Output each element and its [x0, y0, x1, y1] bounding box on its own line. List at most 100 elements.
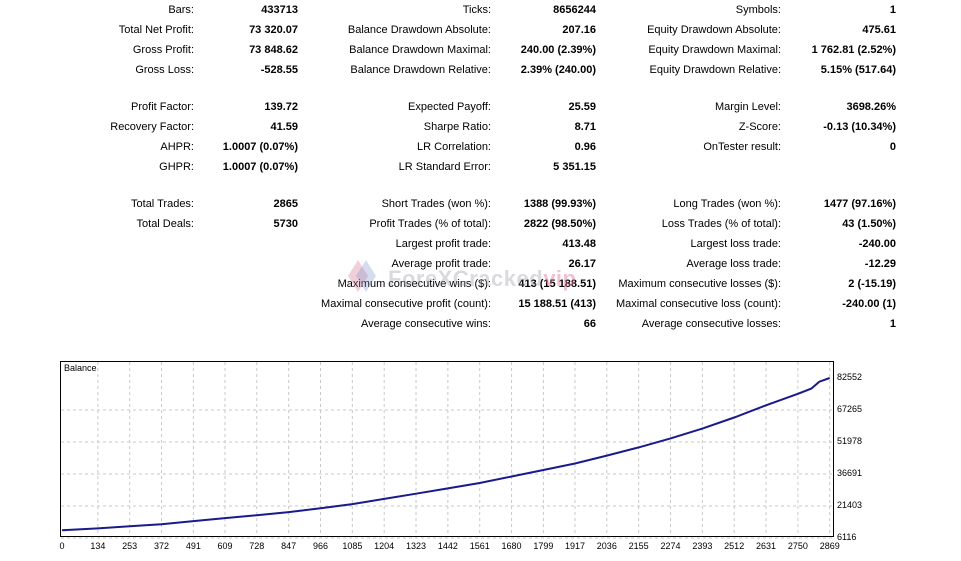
average-profit-trade-label: Average profit trade: — [391, 258, 491, 270]
y-tick-label: 21403 — [837, 500, 863, 510]
long-trades-won-value: 1477 (97.16%) — [823, 198, 896, 210]
average-loss-trade-label: Average loss trade: — [686, 258, 781, 270]
gross-loss-label: Gross Loss: — [135, 64, 194, 76]
x-tick-label: 2512 — [724, 541, 745, 551]
x-tick-label: 372 — [154, 541, 170, 551]
balance-drawdown-relative-value: 2.39% (240.00) — [520, 64, 596, 76]
y-tick-label: 51978 — [837, 435, 863, 446]
ticks-label: Ticks: — [462, 4, 491, 16]
z-score-value: -0.13 (10.34%) — [823, 121, 896, 133]
profit-trades-of-total-value: 2822 (98.50%) — [523, 218, 596, 230]
average-consecutive-wins-value: 66 — [583, 318, 596, 330]
average-loss-trade-value: -12.29 — [864, 258, 896, 270]
expected-payoff-value: 25.59 — [568, 101, 596, 113]
profit-factor-label: Profit Factor: — [131, 101, 194, 113]
total-deals-value: 5730 — [273, 218, 298, 230]
x-tick-label: 847 — [281, 541, 297, 551]
symbols-value: 1 — [889, 4, 896, 16]
z-score-label: Z-Score: — [738, 121, 781, 133]
largest-loss-trade-value: -240.00 — [858, 238, 896, 250]
total-net-profit-value: 73 320.07 — [249, 24, 298, 36]
lr-standard-error-value: 5 351.15 — [553, 161, 596, 173]
x-tick-label: 1799 — [533, 541, 554, 551]
x-tick-label: 609 — [217, 541, 233, 551]
x-tick-label: 2750 — [787, 541, 808, 551]
x-tick-label: 134 — [90, 541, 106, 551]
x-tick-label: 0 — [59, 541, 65, 551]
profit-trades-of-total-label: Profit Trades (% of total): — [369, 218, 491, 230]
x-tick-label: 2155 — [628, 541, 649, 551]
ticks-value: 8656244 — [553, 4, 596, 16]
equity-drawdown-absolute-label: Equity Drawdown Absolute: — [647, 24, 781, 36]
total-deals-label: Total Deals: — [136, 218, 194, 230]
expected-payoff-label: Expected Payoff: — [408, 101, 491, 113]
x-tick-label: 2036 — [596, 541, 617, 551]
x-tick-label: 253 — [122, 541, 138, 551]
x-tick-label: 1204 — [374, 541, 395, 551]
y-tick-label: 67265 — [837, 403, 863, 414]
average-consecutive-wins-label: Average consecutive wins: — [360, 318, 491, 330]
largest-profit-trade-label: Largest profit trade: — [395, 238, 491, 250]
ahpr-label: AHPR: — [160, 141, 194, 153]
sharpe-ratio-label: Sharpe Ratio: — [423, 121, 491, 133]
y-tick-label: 36691 — [837, 467, 863, 478]
margin-level-value: 3698.26% — [846, 101, 896, 113]
balance-drawdown-maximal-value: 240.00 (2.39%) — [520, 44, 596, 56]
short-trades-won-value: 1388 (99.93%) — [523, 198, 596, 210]
bars-label: Bars: — [168, 4, 194, 16]
total-trades-label: Total Trades: — [131, 198, 194, 210]
gross-profit-value: 73 848.62 — [249, 44, 298, 56]
long-trades-won-label: Long Trades (won %): — [673, 198, 781, 210]
sharpe-ratio-value: 8.71 — [574, 121, 596, 133]
x-tick-label: 1680 — [501, 541, 522, 551]
x-tick-label: 2393 — [692, 541, 713, 551]
x-tick-label: 491 — [185, 541, 201, 551]
symbols-label: Symbols: — [735, 4, 781, 16]
margin-level-label: Margin Level: — [714, 101, 781, 113]
largest-loss-trade-label: Largest loss trade: — [690, 238, 782, 250]
y-tick-label: 82552 — [837, 372, 863, 382]
lr-correlation-value: 0.96 — [574, 141, 596, 153]
x-tick-label: 1323 — [406, 541, 427, 551]
short-trades-won-label: Short Trades (won %): — [381, 198, 491, 210]
maximum-consecutive-losses-value: 2 (-15.19) — [848, 278, 896, 290]
ahpr-value: 1.0007 (0.07%) — [222, 141, 298, 153]
ontester-result-value: 0 — [889, 141, 896, 153]
recovery-factor-label: Recovery Factor: — [110, 121, 194, 133]
balance-drawdown-relative-label: Balance Drawdown Relative: — [350, 64, 491, 76]
loss-trades-of-total-label: Loss Trades (% of total): — [661, 218, 781, 230]
x-tick-label: 1917 — [564, 541, 585, 551]
gross-loss-value: -528.55 — [260, 64, 298, 76]
maximal-consecutive-loss-count-label: Maximal consecutive loss (count): — [615, 298, 781, 310]
x-tick-label: 1085 — [342, 541, 363, 551]
x-tick-label: 2631 — [756, 541, 777, 551]
total-trades-value: 2865 — [273, 198, 298, 210]
equity-drawdown-absolute-value: 475.61 — [862, 24, 896, 36]
maximal-consecutive-profit-count-label: Maximal consecutive profit (count): — [321, 298, 491, 310]
maximal-consecutive-profit-count-value: 15 188.51 (413) — [518, 298, 596, 310]
ontester-result-label: OnTester result: — [703, 141, 781, 153]
x-tick-label: 2274 — [660, 541, 681, 551]
maximal-consecutive-loss-count-value: -240.00 (1) — [842, 298, 896, 310]
lr-standard-error-label: LR Standard Error: — [398, 161, 491, 173]
x-tick-label: 1561 — [469, 541, 490, 551]
average-consecutive-losses-label: Average consecutive losses: — [641, 318, 781, 330]
ghpr-label: GHPR: — [159, 161, 194, 173]
largest-profit-trade-value: 413.48 — [562, 238, 596, 250]
maximum-consecutive-losses-label: Maximum consecutive losses ($): — [618, 278, 781, 290]
x-tick-label: 728 — [249, 541, 265, 551]
chart-title: Balance — [64, 363, 97, 373]
average-consecutive-losses-value: 1 — [889, 318, 896, 330]
gross-profit-label: Gross Profit: — [132, 44, 194, 56]
lr-correlation-label: LR Correlation: — [417, 141, 491, 153]
bars-value: 433713 — [261, 4, 298, 16]
recovery-factor-value: 41.59 — [270, 121, 298, 133]
average-profit-trade-value: 26.17 — [568, 258, 596, 270]
x-tick-label: 2869 — [819, 541, 840, 551]
equity-drawdown-maximal-label: Equity Drawdown Maximal: — [648, 44, 781, 56]
x-tick-label: 1442 — [437, 541, 458, 551]
equity-drawdown-maximal-value: 1 762.81 (2.52%) — [811, 44, 896, 56]
equity-drawdown-relative-value: 5.15% (517.64) — [820, 64, 896, 76]
maximum-consecutive-wins-label: Maximum consecutive wins ($): — [337, 278, 491, 290]
